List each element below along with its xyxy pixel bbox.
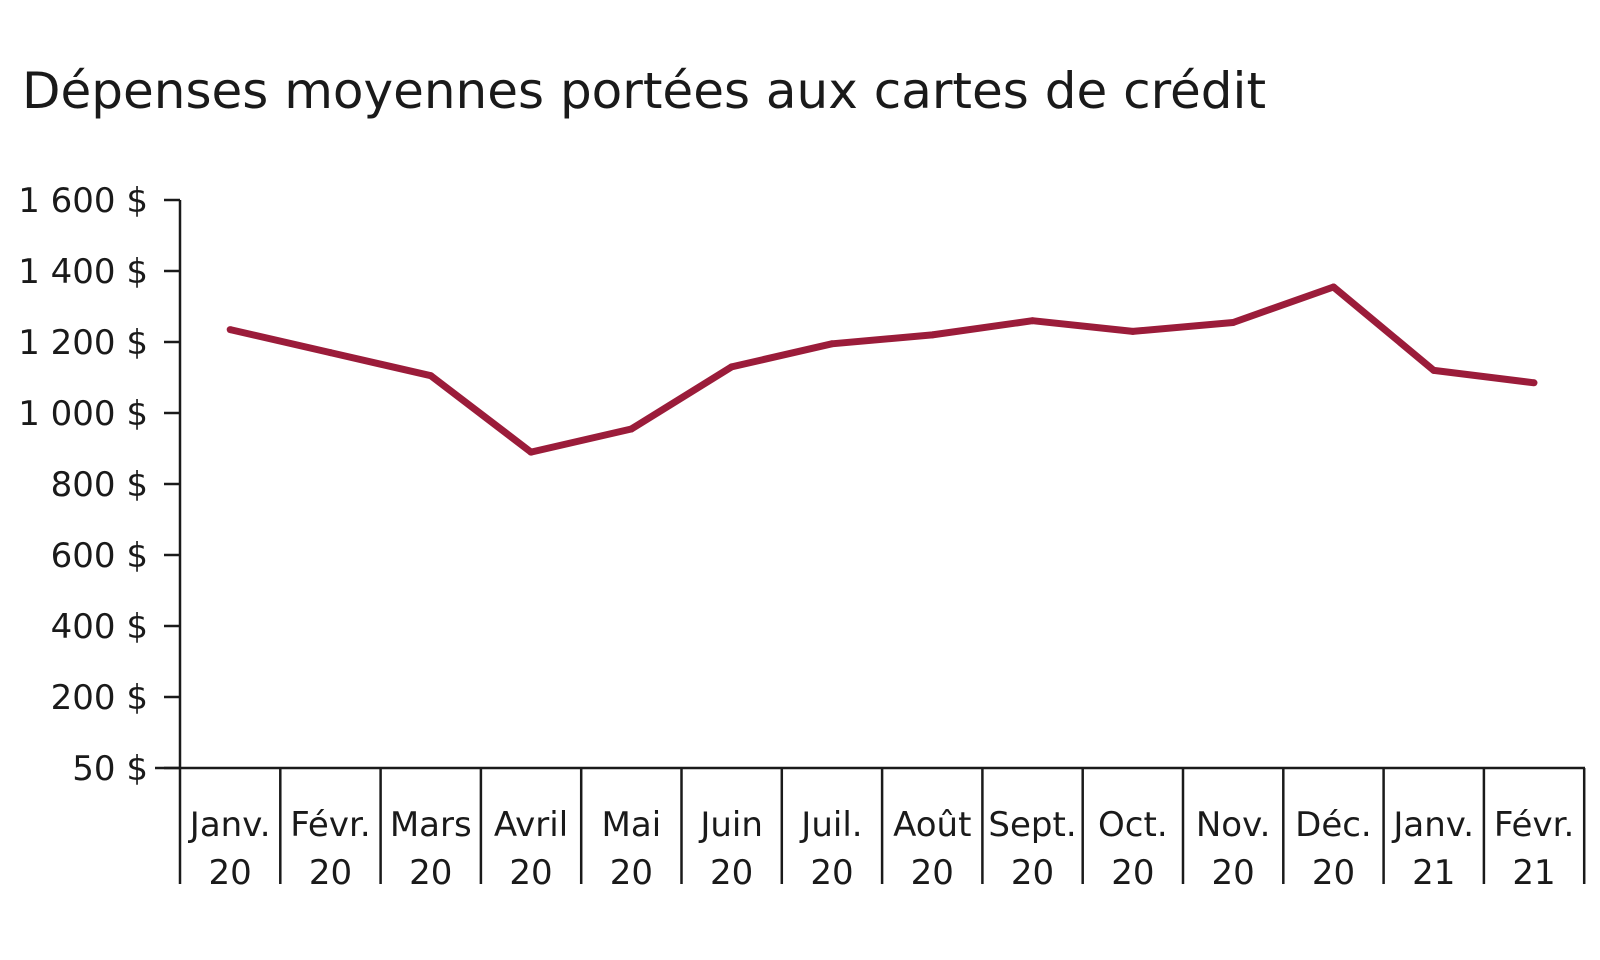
data-point: [627, 425, 635, 433]
y-tick-label: 1 000 $: [18, 394, 148, 434]
x-tick-label-month: Oct.: [1098, 805, 1168, 845]
y-tick-label: 600 $: [51, 536, 148, 576]
x-tick-label-year: 20: [610, 853, 653, 893]
data-point: [1229, 319, 1237, 326]
x-tick-label-month: Août: [893, 805, 971, 845]
x-tick-label-month: Nov.: [1196, 805, 1271, 845]
x-tick-label-month: Févr.: [1494, 805, 1574, 845]
y-tick-label: 400 $: [51, 607, 148, 647]
x-tick-label-year: 20: [911, 853, 954, 893]
x-tick-label-month: Juin: [698, 805, 763, 845]
x-tick-label-year: 20: [309, 853, 352, 893]
data-point: [828, 340, 836, 348]
x-tick-label-year: 21: [1412, 853, 1455, 893]
x-tick-label-month: Janv.: [188, 805, 271, 845]
chart-title: Dépenses moyennes portées aux cartes de …: [22, 62, 1267, 120]
x-tick-label-month: Juil.: [799, 805, 862, 845]
data-point: [728, 363, 736, 371]
data-point: [326, 349, 334, 357]
x-tick-label-year: 20: [1212, 853, 1255, 893]
data-point: [1330, 283, 1337, 291]
y-tick-label: 200 $: [51, 678, 148, 718]
data-point: [1129, 327, 1137, 335]
x-tick-label-month: Sept.: [988, 805, 1076, 845]
data-point: [1029, 317, 1036, 325]
x-tick-label-month: Févr.: [290, 805, 370, 845]
series-group: [226, 283, 1538, 456]
x-tick-label-month: Mai: [602, 805, 662, 845]
x-tick-label-year: 20: [409, 853, 452, 893]
y-tick-label: 800 $: [51, 465, 148, 505]
data-point: [427, 372, 435, 380]
y-tick-label: 1 400 $: [18, 252, 148, 292]
x-tick-label-year: 20: [1011, 853, 1054, 893]
y-tick-label: 50 $: [72, 749, 148, 789]
data-point: [1530, 379, 1538, 387]
x-tick-label-month: Janv.: [1391, 805, 1474, 845]
data-point: [928, 331, 936, 339]
x-tick-label-year: 20: [710, 853, 753, 893]
x-tick-label-year: 20: [509, 853, 552, 893]
x-tick-label-year: 20: [810, 853, 853, 893]
x-tick-label-month: Mars: [390, 805, 472, 845]
x-tick-label-month: Avril: [494, 805, 568, 845]
y-tick-label: 1 200 $: [18, 323, 148, 363]
data-point: [226, 326, 234, 334]
data-point: [527, 448, 535, 456]
y-axis: 1 600 $ 1 400 $ 1 200 $ 1 000 $ 800 $ 600 $ 40…: [18, 181, 182, 789]
x-tick-label-year: 21: [1512, 853, 1555, 893]
y-tick-label: 1 600 $: [18, 181, 148, 221]
x-tick-label-year: 20: [1312, 853, 1355, 893]
x-tick-label-year: 20: [209, 853, 252, 893]
x-tick-label-month: Déc.: [1295, 805, 1372, 845]
x-axis: Janv. 20 Févr. 20 Mars 20 Avril 20 Mai 20 Juin 20 Ju…: [155, 766, 1586, 893]
x-tick-label-year: 20: [1111, 853, 1154, 893]
data-point: [1430, 366, 1438, 374]
series-line: [229, 283, 1535, 456]
